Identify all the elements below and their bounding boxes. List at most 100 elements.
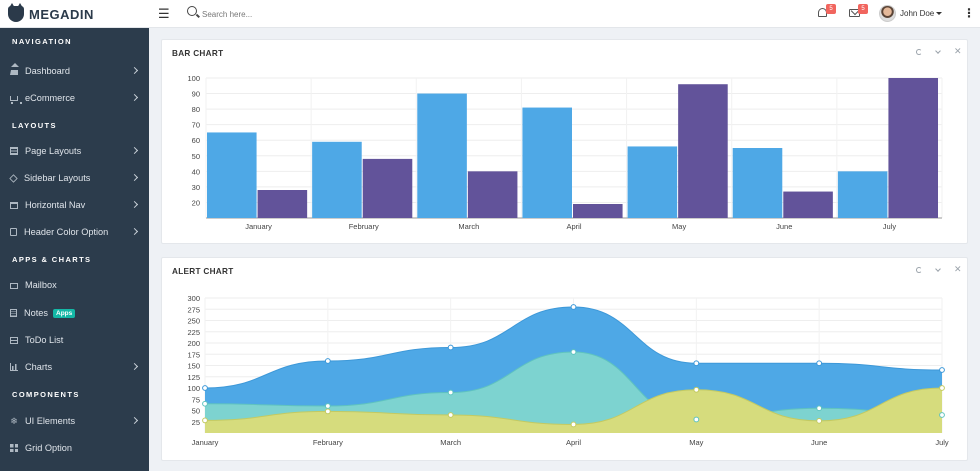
data-point <box>324 403 331 409</box>
x-tick-label: June <box>811 438 827 447</box>
sidebar-item-dashboard[interactable]: Dashboard <box>0 62 149 80</box>
data-point <box>939 385 945 391</box>
bar-chart-card: BAR CHART ✕ 20 30 40 50 60 70 80 90 100 January Fe… <box>161 39 968 244</box>
notes-icon <box>10 309 17 317</box>
sidebar: NAVIGATION Dashboard eCommerce LAYOUTS P… <box>0 28 149 471</box>
data-point <box>324 408 331 415</box>
chevron-right-icon <box>130 93 139 102</box>
x-tick-label: July <box>883 222 897 231</box>
y-tick-label: 80 <box>192 105 200 114</box>
x-tick-label: January <box>192 438 219 447</box>
sidebar-item-ui-elements[interactable]: ❄ UI Elements <box>0 412 149 430</box>
search-icon <box>187 6 197 16</box>
y-tick-label: 275 <box>187 305 200 314</box>
search-input[interactable] <box>202 6 422 22</box>
y-tick-label: 20 <box>192 198 200 207</box>
y-tick-label: 75 <box>192 395 200 404</box>
close-icon[interactable]: ✕ <box>954 46 962 56</box>
sidebar-item-ecommerce[interactable]: eCommerce <box>0 89 149 107</box>
x-tick-label: March <box>440 438 461 447</box>
sidebar-item-label: eCommerce <box>25 93 76 103</box>
sidebar-item-sidebar-layouts[interactable]: Sidebar Layouts <box>0 169 149 187</box>
close-icon[interactable]: ✕ <box>954 264 962 274</box>
logo[interactable]: MEGADIN <box>8 3 94 24</box>
sidebar-item-label: Sidebar Layouts <box>24 173 91 183</box>
sidebar-item-label: Header Color Option <box>24 227 109 237</box>
sidebar-item-todo-list[interactable]: ToDo List <box>0 331 149 349</box>
sidebar-item-label: ToDo List <box>25 335 64 345</box>
data-point <box>693 360 700 367</box>
sidebar-item-page-layouts[interactable]: Page Layouts <box>0 142 149 160</box>
bar <box>467 171 518 218</box>
data-point <box>570 304 577 310</box>
y-tick-label: 60 <box>192 136 200 145</box>
card-title: BAR CHART <box>172 49 224 58</box>
sidebar-item-label: UI Elements <box>25 416 76 426</box>
bar <box>732 148 783 218</box>
data-point <box>324 358 331 364</box>
notifications-badge: 5 <box>826 4 836 14</box>
diamond-icon <box>9 173 18 183</box>
sidebar-item-label: Mailbox <box>25 280 57 290</box>
data-point <box>570 421 577 428</box>
y-tick-label: 100 <box>187 74 200 83</box>
bar <box>207 132 257 218</box>
chevron-right-icon <box>130 66 139 75</box>
user-name[interactable]: John Doe <box>900 9 935 18</box>
data-point <box>202 400 208 407</box>
y-tick-label: 225 <box>187 328 200 337</box>
section-layouts: LAYOUTS <box>12 121 57 130</box>
sidebar-item-charts[interactable]: Charts <box>0 358 149 376</box>
sidebar-item-label: Dashboard <box>25 66 70 76</box>
bar <box>837 171 888 218</box>
y-tick-label: 50 <box>192 152 200 161</box>
user-menu-caret-icon[interactable] <box>936 12 942 15</box>
y-tick-label: 125 <box>187 373 200 382</box>
chevron-right-icon <box>130 416 139 425</box>
chevron-right-icon <box>130 362 139 371</box>
y-tick-label: 90 <box>192 90 200 99</box>
data-point <box>447 389 454 396</box>
refresh-icon[interactable] <box>916 49 922 55</box>
data-point <box>202 417 208 424</box>
home-icon <box>10 63 19 75</box>
sidebar-item-grid-option[interactable]: Grid Option <box>0 439 149 457</box>
messages-badge: 5 <box>858 4 868 14</box>
bar <box>678 84 728 218</box>
area-series <box>205 388 942 433</box>
menu-toggle-icon[interactable]: ☰ <box>158 6 170 21</box>
y-tick-label: 300 <box>187 294 200 303</box>
top-bar: MEGADIN ☰ 5 5 John Doe ⋮ <box>0 0 980 28</box>
sidebar-item-label: Notes <box>24 308 49 318</box>
bar <box>312 141 362 218</box>
sidebar-item-mailbox[interactable]: Mailbox <box>0 276 149 294</box>
logo-text: MEGADIN <box>29 6 94 22</box>
data-point <box>939 412 945 418</box>
alert-chart: 25 50 75 100 125 150 175 200 225 250 275 300 January… <box>187 294 949 447</box>
sidebar-item-notes[interactable]: Notes Apps <box>0 304 149 322</box>
bar <box>257 190 308 218</box>
alert-chart-card: ALERT CHART ✕ 25 50 75 100 125 150 175 200 225 25… <box>161 257 968 461</box>
x-tick-label: February <box>313 438 343 447</box>
data-point <box>693 386 700 393</box>
chevron-right-icon <box>130 227 139 236</box>
bar <box>627 146 678 218</box>
sidebar-item-label: Charts <box>25 362 53 372</box>
sidebar-item-horizontal-nav[interactable]: Horizontal Nav <box>0 196 149 214</box>
bar <box>783 191 833 218</box>
chevron-right-icon <box>130 146 139 155</box>
data-point <box>939 367 945 373</box>
refresh-icon[interactable] <box>916 267 922 273</box>
x-tick-label: April <box>566 438 581 447</box>
more-options-icon[interactable]: ⋮ <box>963 6 975 20</box>
chart-icon <box>10 363 18 371</box>
grid-icon <box>10 444 18 452</box>
sidebar-item-header-color-option[interactable]: Header Color Option <box>0 223 149 241</box>
y-tick-label: 175 <box>187 350 200 359</box>
sidebar-item-label: Horizontal Nav <box>25 200 86 210</box>
avatar[interactable] <box>879 5 896 22</box>
x-tick-label: May <box>672 222 686 231</box>
x-tick-label: April <box>566 222 581 231</box>
layout-icon <box>10 147 18 155</box>
x-tick-label: July <box>935 438 949 447</box>
